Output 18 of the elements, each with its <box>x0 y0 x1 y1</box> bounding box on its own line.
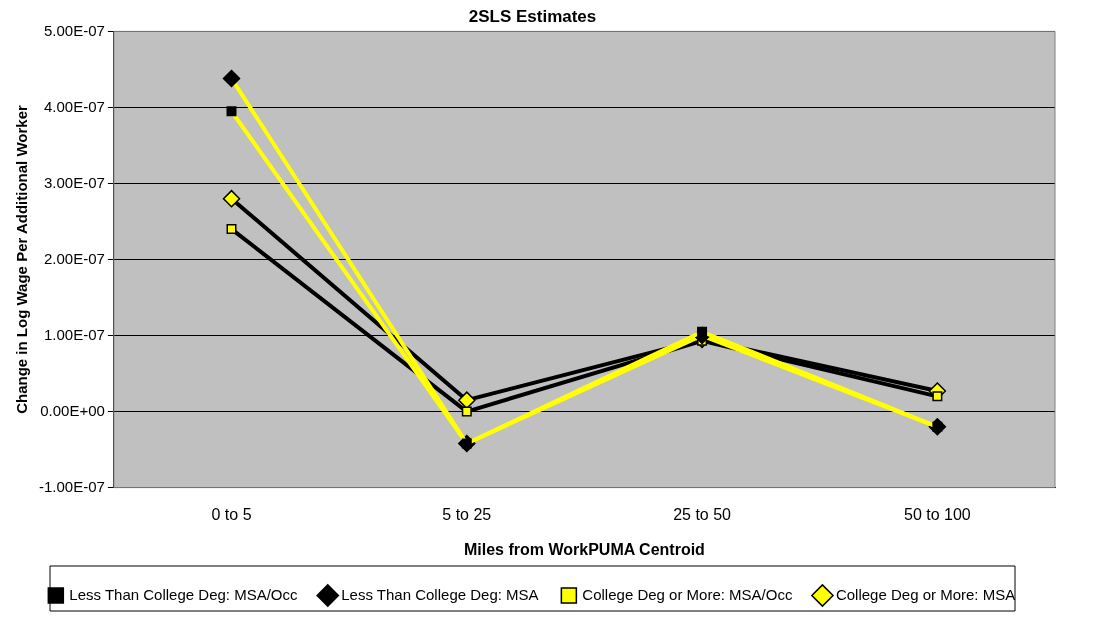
y-tick-label: 0.00E+00 <box>40 401 105 419</box>
y-tick-label: 1.00E-07 <box>43 325 105 343</box>
y-axis-title: Change in Log Wage Per Additional Worker <box>13 105 31 414</box>
chart-title: 2SLS Estimates <box>468 6 597 26</box>
y-tick-label: 3.00E-07 <box>43 173 105 191</box>
legend-label: Less Than College Deg: MSA <box>341 585 539 603</box>
x-tick-label: 0 to 5 <box>211 505 252 523</box>
x-tick-label: 50 to 100 <box>903 505 971 523</box>
legend-label: College Deg or More: MSA <box>835 585 1016 603</box>
legend-label: College Deg or More: MSA/Occ <box>582 585 793 603</box>
x-tick-label: 5 to 25 <box>442 505 492 523</box>
y-tick-label: 5.00E-07 <box>43 21 105 39</box>
y-tick-label: 4.00E-07 <box>43 97 105 115</box>
legend-label: Less Than College Deg: MSA/Occ <box>69 585 298 603</box>
y-tick-label: 2.00E-07 <box>43 249 105 267</box>
x-tick-label: 25 to 50 <box>673 505 732 523</box>
y-tick-label: -1.00E-07 <box>39 477 105 495</box>
x-axis-title: Miles from WorkPUMA Centroid <box>463 540 705 558</box>
